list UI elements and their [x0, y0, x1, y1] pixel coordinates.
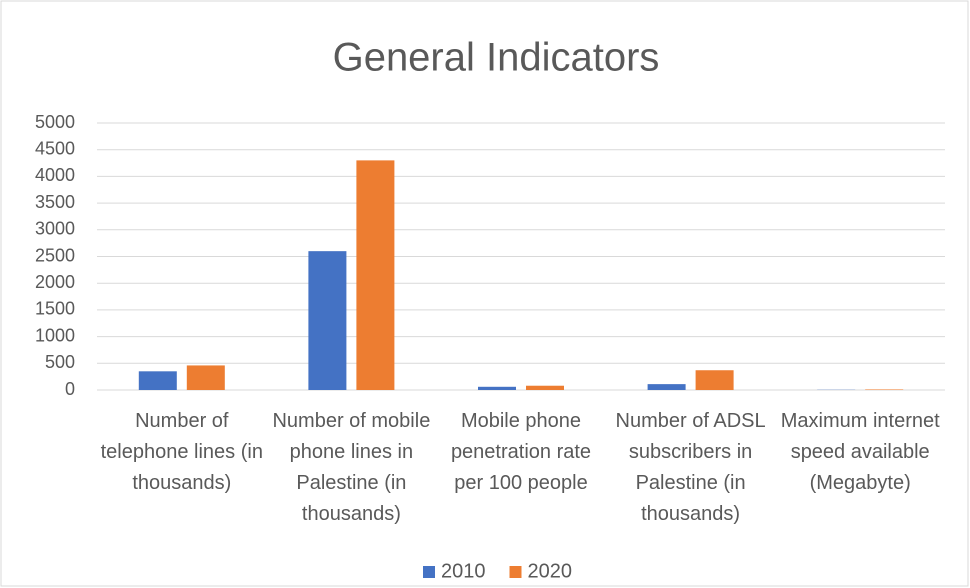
y-tick-label: 1500: [35, 299, 75, 319]
y-tick-label: 3500: [35, 192, 75, 212]
y-tick-label: 4000: [35, 165, 75, 185]
y-tick-label: 2500: [35, 245, 75, 265]
bar: [526, 385, 564, 390]
legend-swatch: [423, 566, 435, 578]
bar: [478, 386, 516, 390]
y-tick-label: 5000: [35, 112, 75, 132]
y-tick-label: 500: [45, 352, 75, 372]
bar: [186, 365, 225, 390]
x-tick-label: Number of ADSL subscribers in Palestine …: [615, 410, 766, 525]
legend-label: 2010: [441, 560, 486, 582]
x-tick-label: Number of mobile phone lines in Palestin…: [272, 410, 431, 525]
bar: [647, 384, 686, 390]
legend-label: 2020: [528, 560, 573, 582]
x-tick-label: Number of telephone lines (in thousands): [100, 410, 263, 494]
y-tick-label: 0: [65, 379, 75, 399]
bar: [138, 371, 177, 390]
bar: [695, 370, 734, 390]
legend-swatch: [509, 566, 522, 578]
y-tick-label: 2000: [35, 272, 75, 292]
y-tick-label: 3000: [35, 219, 75, 239]
x-tick-label: Maximum internet speed available (Megaby…: [780, 410, 940, 494]
x-tick-label: Mobile phone penetration rate per 100 pe…: [450, 410, 592, 494]
bar: [865, 389, 904, 390]
y-tick-label: 1000: [35, 325, 75, 345]
bar: [308, 251, 347, 390]
bar: [356, 160, 395, 390]
chart-title: General Indicators: [333, 36, 660, 80]
y-tick-label: 4500: [35, 138, 75, 158]
